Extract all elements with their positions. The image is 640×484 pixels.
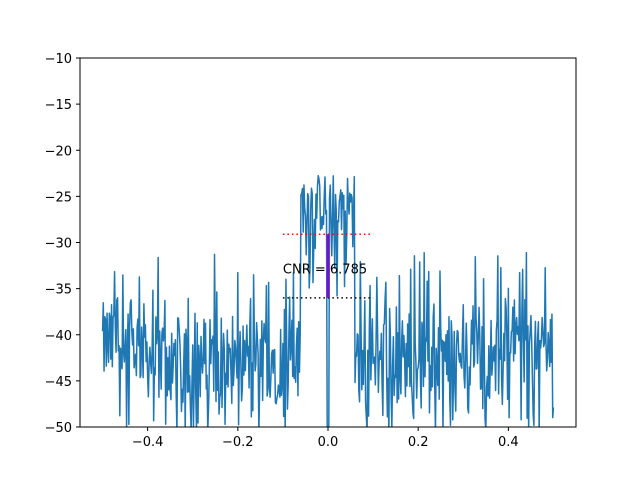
x-tick-label: 0.0 — [318, 435, 339, 450]
x-tick-label: 0.2 — [408, 435, 429, 450]
x-tick-label: 0.4 — [498, 435, 519, 450]
spectrum-line — [101, 174, 555, 427]
y-tick-label: −45 — [45, 375, 72, 390]
y-tick-label: −35 — [45, 283, 72, 298]
cnr-label: CNR = 6.785 — [283, 262, 367, 277]
x-tick-label: −0.2 — [222, 435, 254, 450]
axes-layer: −0.4 −0.2 0.0 0.2 0.4 −50 −45 −40 −35 −30 −25 −20 −1… — [45, 52, 577, 450]
y-tick-label: −50 — [45, 421, 72, 436]
y-tick-label: −40 — [45, 329, 72, 344]
y-tick-label: −25 — [45, 190, 72, 205]
y-tick-label: −10 — [45, 52, 72, 67]
x-tick-label: −0.4 — [132, 435, 164, 450]
annotation-layer: CNR = 6.785 — [282, 233, 374, 299]
series-layer — [101, 174, 555, 427]
y-tick-label: −20 — [45, 144, 72, 159]
y-tick-label: −15 — [45, 98, 72, 113]
y-tick-label: −30 — [45, 237, 72, 252]
